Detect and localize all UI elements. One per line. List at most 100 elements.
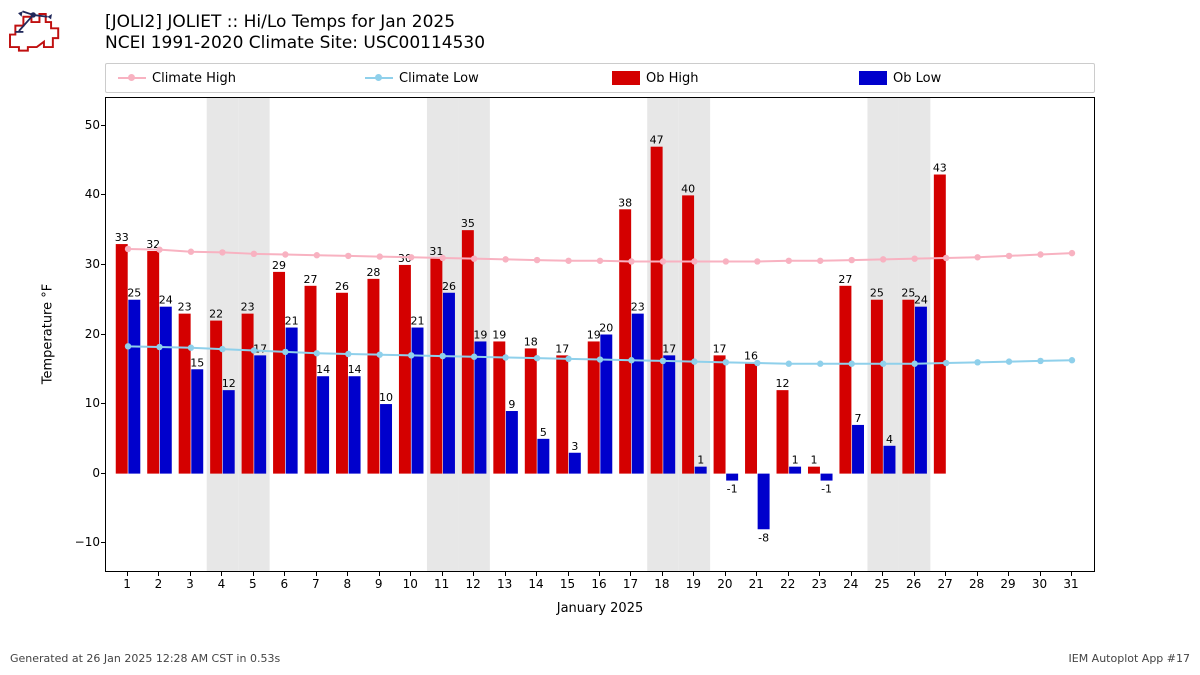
y-tick-label: 30 <box>60 257 100 271</box>
svg-text:15: 15 <box>190 356 204 369</box>
y-tick-label: 10 <box>60 396 100 410</box>
svg-text:19: 19 <box>473 328 487 341</box>
y-tick-label: 40 <box>60 187 100 201</box>
chart-title-1: [JOLI2] JOLIET :: Hi/Lo Temps for Jan 20… <box>105 12 485 33</box>
svg-text:1: 1 <box>697 454 704 467</box>
svg-text:23: 23 <box>241 301 255 314</box>
svg-text:17: 17 <box>713 342 727 355</box>
svg-text:22: 22 <box>209 308 223 321</box>
x-tick-label: 21 <box>749 577 764 591</box>
x-tick-label: 25 <box>875 577 890 591</box>
x-tick-label: 28 <box>969 577 984 591</box>
y-tick-label: 50 <box>60 118 100 132</box>
svg-text:12: 12 <box>775 377 789 390</box>
y-tick-label: −10 <box>60 535 100 549</box>
svg-text:19: 19 <box>492 328 506 341</box>
svg-text:23: 23 <box>178 301 192 314</box>
x-tick-label: 6 <box>281 577 289 591</box>
y-tick-label: 20 <box>60 327 100 341</box>
x-tick-label: 17 <box>623 577 638 591</box>
legend-item: Climate High <box>118 71 236 86</box>
x-tick-label: 4 <box>218 577 226 591</box>
svg-text:7: 7 <box>855 412 862 425</box>
chart-title-2: NCEI 1991-2020 Climate Site: USC00114530 <box>105 33 485 54</box>
x-tick-label: 22 <box>780 577 795 591</box>
svg-text:-8: -8 <box>758 531 769 544</box>
x-tick-label: 8 <box>343 577 351 591</box>
legend-label: Ob High <box>646 71 699 86</box>
x-tick-label: 9 <box>375 577 383 591</box>
x-tick-label: 23 <box>812 577 827 591</box>
footer-generated: Generated at 26 Jan 2025 12:28 AM CST in… <box>10 652 280 665</box>
x-tick-label: 26 <box>906 577 921 591</box>
svg-text:24: 24 <box>159 294 173 307</box>
svg-text:21: 21 <box>285 315 299 328</box>
x-tick-label: 24 <box>843 577 858 591</box>
iem-logo <box>6 6 64 56</box>
svg-text:-1: -1 <box>727 483 738 496</box>
svg-text:10: 10 <box>379 391 393 404</box>
svg-text:43: 43 <box>933 162 947 175</box>
x-tick-label: 2 <box>155 577 163 591</box>
chart-title-block: [JOLI2] JOLIET :: Hi/Lo Temps for Jan 20… <box>105 12 485 55</box>
x-tick-label: 11 <box>434 577 449 591</box>
x-tick-label: 30 <box>1032 577 1047 591</box>
svg-text:1: 1 <box>792 454 799 467</box>
svg-text:12: 12 <box>222 377 236 390</box>
svg-text:33: 33 <box>115 231 129 244</box>
svg-text:25: 25 <box>127 287 141 300</box>
x-tick-label: 20 <box>717 577 732 591</box>
x-tick-label: 13 <box>497 577 512 591</box>
svg-text:9: 9 <box>508 398 515 411</box>
chart-container: [JOLI2] JOLIET :: Hi/Lo Temps for Jan 20… <box>0 0 1200 675</box>
x-tick-label: 14 <box>528 577 543 591</box>
svg-text:20: 20 <box>599 322 613 335</box>
svg-text:17: 17 <box>555 342 569 355</box>
x-tick-label: 16 <box>591 577 606 591</box>
svg-text:27: 27 <box>304 273 318 286</box>
svg-text:38: 38 <box>618 196 632 209</box>
x-tick-label: 10 <box>403 577 418 591</box>
svg-text:35: 35 <box>461 217 475 230</box>
svg-text:47: 47 <box>650 134 664 147</box>
x-tick-label: 27 <box>937 577 952 591</box>
x-tick-label: 5 <box>249 577 257 591</box>
svg-text:4: 4 <box>886 433 893 446</box>
x-axis-label: January 2025 <box>557 601 644 616</box>
x-tick-label: 31 <box>1063 577 1078 591</box>
legend-item: Climate Low <box>365 71 479 86</box>
svg-text:5: 5 <box>540 426 547 439</box>
svg-text:23: 23 <box>631 301 645 314</box>
svg-text:25: 25 <box>870 287 884 300</box>
svg-text:14: 14 <box>348 363 362 376</box>
svg-text:27: 27 <box>838 273 852 286</box>
footer-appid: IEM Autoplot App #17 <box>1069 652 1191 665</box>
x-tick-label: 29 <box>1000 577 1015 591</box>
x-tick-label: 19 <box>686 577 701 591</box>
svg-text:1: 1 <box>810 454 817 467</box>
y-tick-label: 0 <box>60 466 100 480</box>
svg-text:29: 29 <box>272 259 286 272</box>
x-tick-label: 1 <box>123 577 131 591</box>
legend-label: Ob Low <box>893 71 941 86</box>
x-tick-label: 7 <box>312 577 320 591</box>
x-tick-label: 12 <box>465 577 480 591</box>
legend-label: Climate High <box>152 71 236 86</box>
svg-text:14: 14 <box>316 363 330 376</box>
legend: Climate High Climate Low Ob High Ob Low <box>105 63 1095 93</box>
svg-text:18: 18 <box>524 335 538 348</box>
y-axis-label: Temperature °F <box>41 284 56 384</box>
legend-item: Ob High <box>612 71 699 86</box>
svg-text:26: 26 <box>442 280 456 293</box>
x-tick-label: 3 <box>186 577 194 591</box>
plot-area: 3332232223292726283031351918171938474017… <box>105 97 1095 572</box>
svg-text:40: 40 <box>681 182 695 195</box>
svg-text:24: 24 <box>914 294 928 307</box>
svg-text:26: 26 <box>335 280 349 293</box>
svg-text:28: 28 <box>366 266 380 279</box>
svg-text:-1: -1 <box>821 483 832 496</box>
svg-text:21: 21 <box>411 315 425 328</box>
legend-item: Ob Low <box>859 71 941 86</box>
x-tick-label: 15 <box>560 577 575 591</box>
svg-text:17: 17 <box>662 342 676 355</box>
